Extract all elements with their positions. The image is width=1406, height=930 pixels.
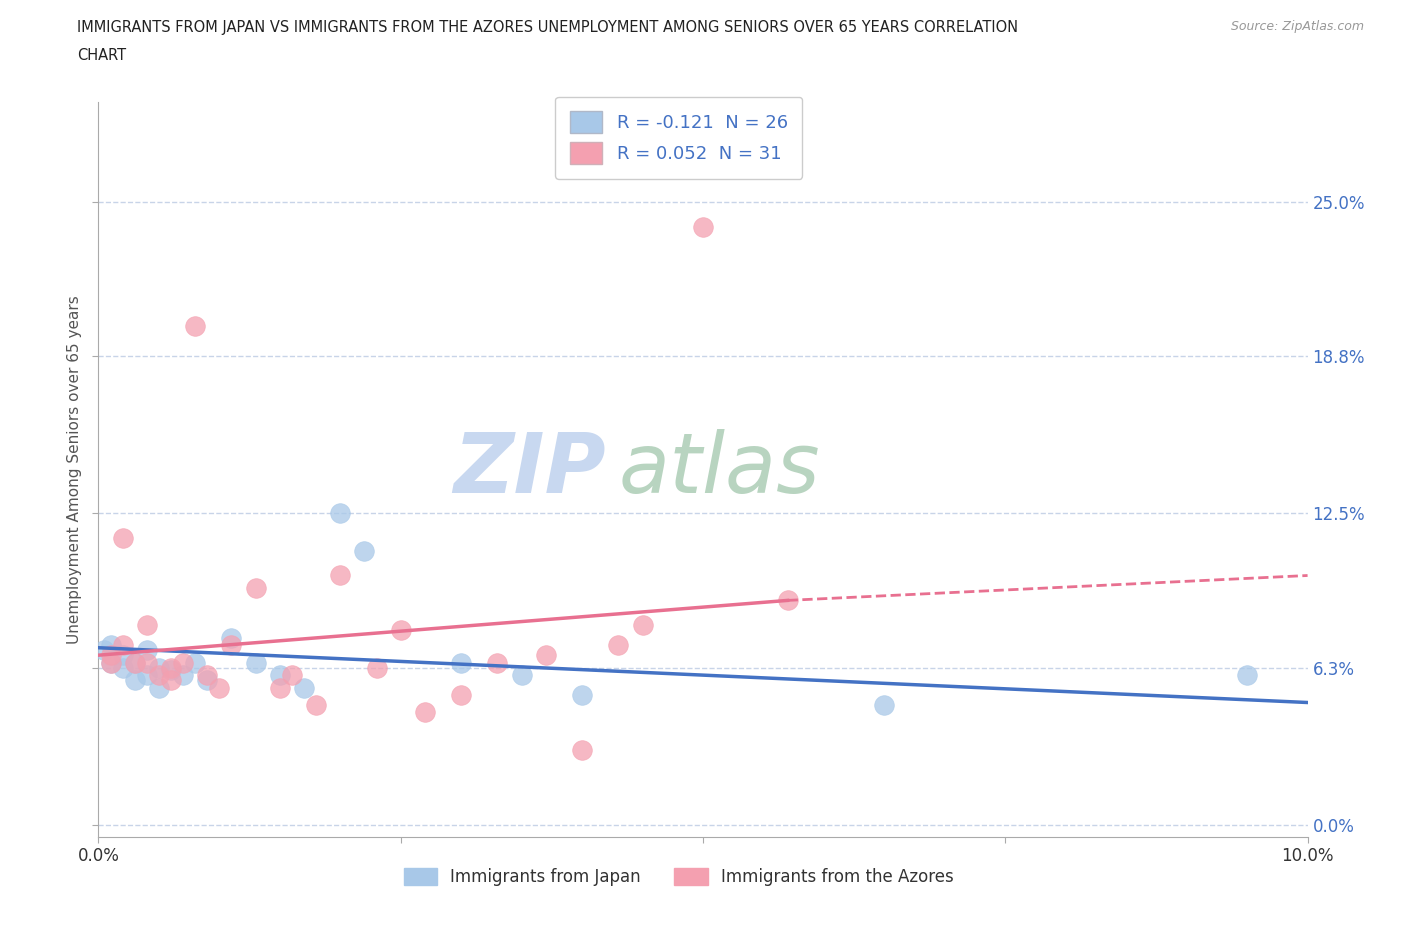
Text: Source: ZipAtlas.com: Source: ZipAtlas.com <box>1230 20 1364 33</box>
Point <box>111 531 134 546</box>
Point <box>135 618 157 632</box>
Point <box>1236 668 1258 683</box>
Point <box>534 648 557 663</box>
Point <box>389 623 412 638</box>
Point <box>281 668 304 683</box>
Point <box>148 680 170 695</box>
Point <box>124 656 146 671</box>
Point <box>269 668 291 683</box>
Point <box>450 656 472 671</box>
Point <box>184 656 207 671</box>
Point <box>329 506 352 521</box>
Point <box>100 656 122 671</box>
Point <box>413 705 436 720</box>
Point <box>100 656 122 671</box>
Point <box>111 660 134 675</box>
Legend: Immigrants from Japan, Immigrants from the Azores: Immigrants from Japan, Immigrants from t… <box>395 860 962 895</box>
Point <box>305 698 328 712</box>
Point <box>776 593 799 608</box>
Point <box>124 656 146 671</box>
Point <box>93 643 115 658</box>
Point <box>245 580 267 595</box>
Point <box>510 668 533 683</box>
Point <box>111 648 134 663</box>
Text: CHART: CHART <box>77 48 127 63</box>
Point <box>245 656 267 671</box>
Point <box>269 680 291 695</box>
Point <box>292 680 315 695</box>
Point <box>100 638 122 653</box>
Point <box>692 219 714 234</box>
Point <box>160 663 183 678</box>
Text: ZIP: ZIP <box>454 429 606 511</box>
Point <box>135 643 157 658</box>
Point <box>366 660 388 675</box>
Point <box>148 660 170 675</box>
Point <box>486 656 509 671</box>
Point <box>571 742 593 757</box>
Point <box>111 638 134 653</box>
Point <box>221 638 243 653</box>
Point <box>160 660 183 675</box>
Point <box>135 668 157 683</box>
Point <box>184 319 207 334</box>
Point <box>135 656 157 671</box>
Text: IMMIGRANTS FROM JAPAN VS IMMIGRANTS FROM THE AZORES UNEMPLOYMENT AMONG SENIORS O: IMMIGRANTS FROM JAPAN VS IMMIGRANTS FROM… <box>77 20 1018 35</box>
Point <box>571 687 593 702</box>
Point <box>450 687 472 702</box>
Point <box>124 672 146 687</box>
Point <box>148 668 170 683</box>
Point <box>172 668 194 683</box>
Point <box>195 672 218 687</box>
Point <box>329 568 352 583</box>
Point <box>607 638 630 653</box>
Y-axis label: Unemployment Among Seniors over 65 years: Unemployment Among Seniors over 65 years <box>66 296 82 644</box>
Point <box>100 648 122 663</box>
Point <box>631 618 654 632</box>
Point <box>208 680 231 695</box>
Point <box>172 656 194 671</box>
Point <box>353 543 375 558</box>
Text: atlas: atlas <box>619 429 820 511</box>
Point <box>195 668 218 683</box>
Point <box>160 672 183 687</box>
Point <box>873 698 896 712</box>
Point <box>221 631 243 645</box>
